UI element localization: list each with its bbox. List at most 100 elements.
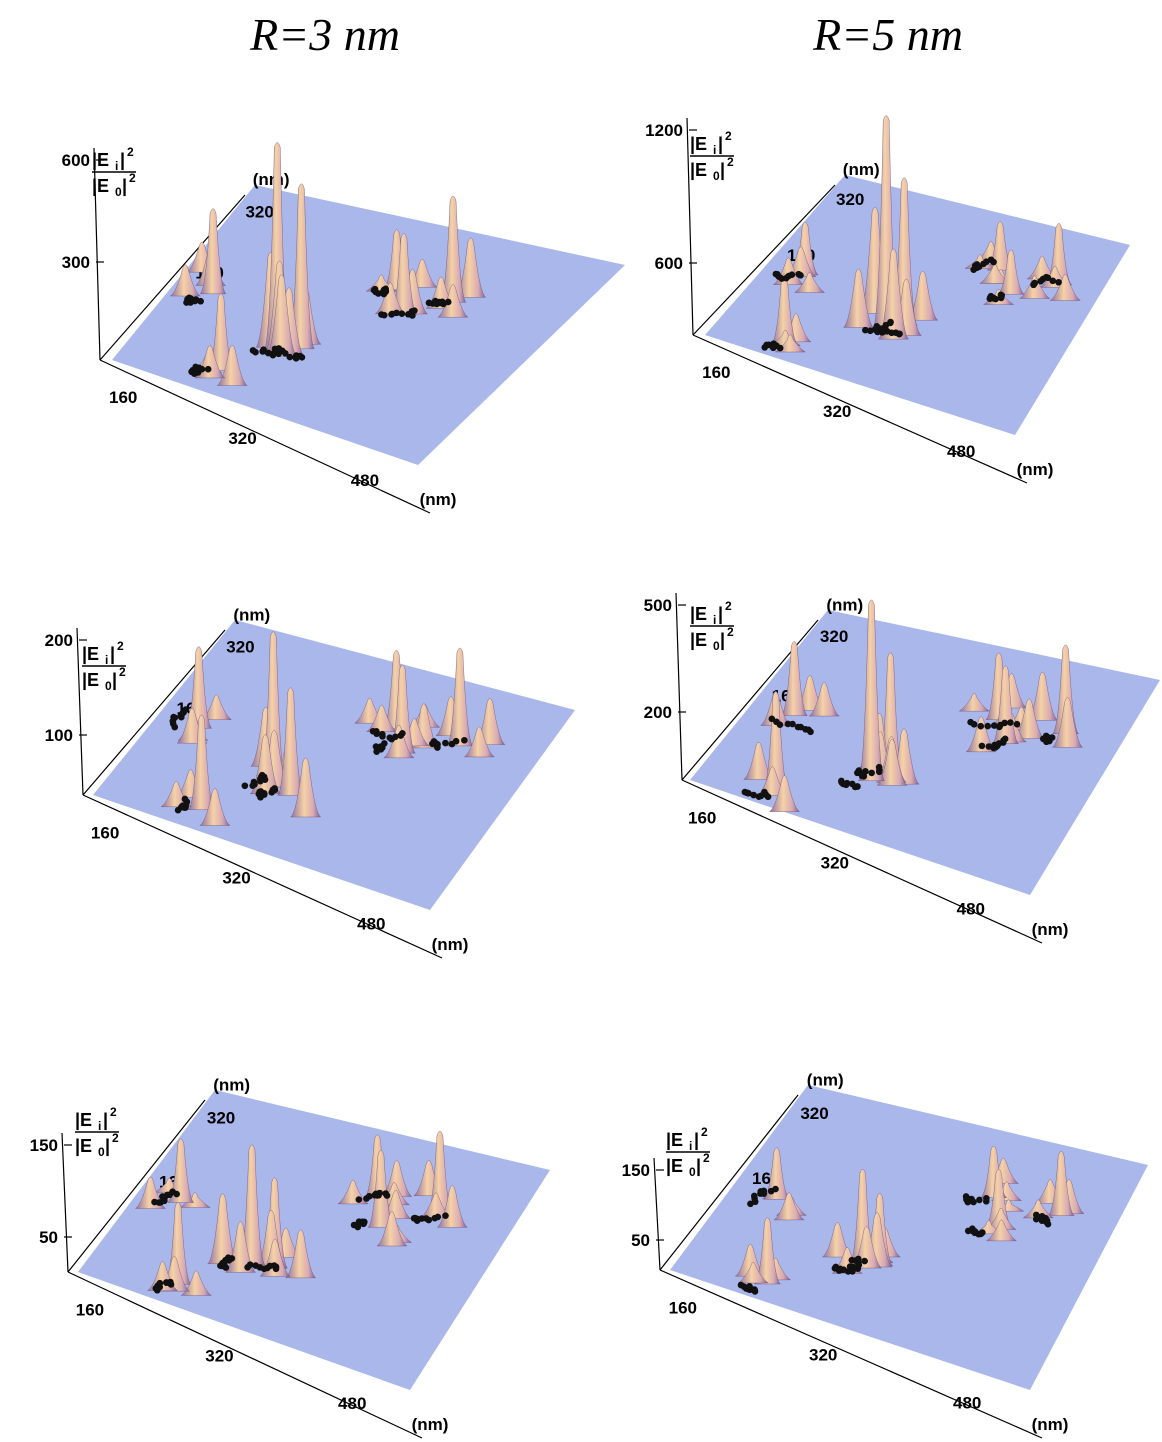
z-label-numerator: |E — [82, 644, 99, 664]
z-label-denominator-sup: 2 — [727, 155, 734, 169]
particle-dot — [380, 286, 388, 294]
particle-dot — [977, 722, 985, 730]
z-label-denominator-bar: | — [105, 1136, 110, 1156]
z-label-denominator: |E — [690, 630, 707, 650]
surface-plane — [78, 1090, 550, 1390]
particle-dot — [769, 344, 777, 352]
z-label-numerator-sub: i — [713, 143, 716, 157]
particle-dot — [398, 310, 406, 318]
panel-grid: 600300|Ei|2|E0|2160320480(nm)160320(nm)1… — [30, 115, 1160, 1439]
z-axis — [653, 1157, 661, 1271]
x-unit-label: (nm) — [1017, 460, 1054, 479]
particle-dot — [365, 1192, 373, 1200]
z-label-numerator-sub: i — [713, 613, 716, 627]
z-label-denominator: |E — [82, 670, 99, 690]
particle-dot — [992, 295, 999, 303]
particle-dot — [391, 733, 399, 741]
particle-dot — [842, 781, 850, 789]
particle-dot — [411, 307, 418, 314]
z-label-numerator-sub: i — [115, 159, 118, 173]
y-tick-label: 320 — [207, 1109, 235, 1128]
z-label-denominator-bar: | — [122, 176, 127, 196]
x-tick-label: 480 — [338, 1394, 366, 1413]
particle-dot — [182, 706, 190, 713]
x-tick-label: 320 — [228, 429, 256, 448]
particle-dot — [260, 789, 268, 797]
z-label-denominator-sup: 2 — [129, 171, 136, 185]
field-peak — [169, 264, 201, 297]
particle-dot — [425, 1216, 433, 1224]
particle-dot — [434, 1213, 442, 1221]
particle-dot — [191, 297, 199, 305]
x-tick-label: 480 — [953, 1393, 981, 1412]
particle-dot — [399, 729, 406, 737]
field-peak — [737, 1262, 769, 1284]
particle-dot — [434, 741, 441, 748]
z-label-denominator: |E — [666, 1156, 683, 1176]
particle-dot — [895, 330, 903, 338]
column-title-r5: R=5 nm — [812, 9, 963, 60]
z-tick-label: 50 — [39, 1228, 58, 1247]
particle-dot — [760, 1187, 768, 1195]
field-peak — [439, 195, 467, 303]
z-label-denominator: |E — [690, 160, 707, 180]
z-label-denominator-bar: | — [720, 630, 725, 650]
particle-dot — [444, 298, 452, 306]
z-label-denominator-sub: 0 — [98, 1145, 105, 1159]
field-peak — [167, 1138, 195, 1203]
z-axis-label: |E i | 2|E 0 | 2 — [666, 1125, 710, 1179]
field-peak — [876, 739, 908, 786]
field-peak — [877, 248, 910, 340]
particle-dot — [246, 1261, 254, 1268]
field-peak — [180, 1270, 212, 1296]
z-label-numerator: |E — [92, 150, 109, 170]
field-peak — [289, 757, 322, 818]
particle-dot — [788, 271, 796, 279]
particle-dot — [1042, 732, 1050, 740]
particle-dot — [156, 1279, 164, 1287]
field-peak — [376, 1211, 408, 1247]
particle-dot — [776, 344, 784, 352]
y-axis — [692, 184, 836, 336]
z-label-denominator-sub: 0 — [115, 185, 122, 199]
field-peak — [365, 704, 398, 732]
field-peak — [985, 1169, 1013, 1228]
particle-dot — [259, 348, 266, 355]
field-peak — [276, 687, 305, 796]
field-peak — [780, 641, 808, 716]
field-peak — [199, 788, 231, 826]
field-peak — [437, 284, 469, 318]
z-label-numerator: |E — [690, 604, 707, 624]
z-tick-label: 150 — [622, 1161, 650, 1180]
field-peak — [753, 1217, 782, 1285]
z-tick-label: 200 — [644, 703, 672, 722]
particle-dot — [805, 726, 812, 734]
field-peak — [187, 714, 216, 810]
field-peak — [907, 270, 939, 321]
field-peak — [1045, 223, 1073, 286]
field-peak — [199, 208, 227, 295]
field-peak — [216, 345, 248, 386]
x-unit-label: (nm) — [1032, 1415, 1069, 1434]
z-label-numerator-sup: 2 — [127, 145, 134, 159]
field-peak — [1049, 274, 1081, 301]
y-unit-label: (nm) — [253, 170, 290, 189]
surface-plane — [670, 1085, 1148, 1390]
z-label-denominator: |E — [75, 1136, 92, 1156]
z-tick-label: 1200 — [645, 121, 683, 140]
z-tick-label: 150 — [30, 1136, 58, 1155]
z-tick-label: 100 — [45, 726, 73, 745]
z-tick-label: 300 — [62, 253, 90, 272]
particle-dot — [452, 737, 460, 745]
field-peak — [374, 282, 406, 315]
field-peak — [463, 726, 495, 758]
field-peak — [857, 599, 886, 781]
particle-dot — [376, 1189, 383, 1197]
surface-plane — [93, 620, 575, 910]
z-label-numerator: |E — [690, 134, 707, 154]
x-tick-label: 160 — [688, 808, 716, 827]
x-axis — [67, 1271, 423, 1439]
particle-dot — [225, 1256, 233, 1264]
